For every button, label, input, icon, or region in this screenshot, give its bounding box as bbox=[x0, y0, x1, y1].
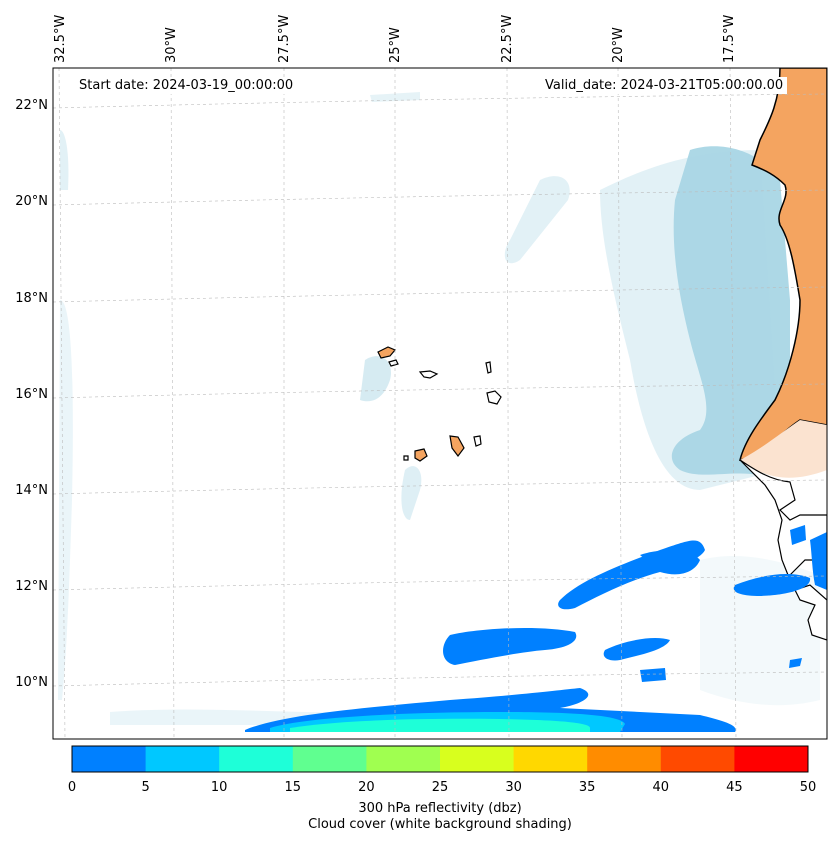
colorbar-segment bbox=[292, 746, 367, 772]
valid-date-label: Valid_date: 2024-03-21T05:00:00.00 bbox=[541, 77, 788, 94]
colorbar-tick-label: 20 bbox=[358, 780, 375, 795]
colorbar-segment bbox=[513, 746, 588, 772]
lat-label: 16°N bbox=[15, 387, 48, 402]
lon-label: 25°W bbox=[388, 27, 403, 63]
colorbar-tick-label: 40 bbox=[652, 780, 670, 795]
lon-label: 17.5°W bbox=[722, 14, 737, 63]
colorbar-label: 300 hPa reflectivity (dbz) bbox=[358, 801, 522, 816]
colorbar-tick-label: 30 bbox=[505, 780, 522, 795]
colorbar-segment bbox=[72, 746, 147, 772]
colorbar-segment bbox=[219, 746, 294, 772]
lat-label: 10°N bbox=[15, 675, 48, 690]
cloud-cover-shading bbox=[58, 92, 820, 725]
colorbar-tick-label: 0 bbox=[67, 780, 77, 795]
lon-label: 22.5°W bbox=[500, 14, 515, 63]
lat-label: 22°N bbox=[15, 98, 48, 113]
lat-label: 20°N bbox=[15, 194, 48, 209]
graticule bbox=[53, 68, 827, 739]
colorbar-segment bbox=[366, 746, 441, 772]
colorbar-segment bbox=[660, 746, 735, 772]
colorbar-segment bbox=[440, 746, 515, 772]
lat-label: 18°N bbox=[15, 291, 48, 306]
cape-verde-islands bbox=[377, 346, 502, 462]
lon-label: 32.5°W bbox=[53, 14, 68, 63]
start-date-label: Start date: 2024-03-19_00:00:00 bbox=[75, 77, 298, 94]
africa-land bbox=[738, 68, 827, 641]
lon-label: 20°W bbox=[611, 27, 626, 63]
colorbar-segment bbox=[587, 746, 662, 772]
colorbar-sublabel: Cloud cover (white background shading) bbox=[308, 817, 572, 832]
lon-label: 27.5°W bbox=[277, 14, 292, 63]
lat-label: 14°N bbox=[15, 483, 48, 498]
map-frame bbox=[52, 67, 828, 740]
colorbar-tick-label: 10 bbox=[210, 780, 228, 795]
colorbar-tick-label: 35 bbox=[578, 780, 596, 795]
lon-label: 30°W bbox=[164, 27, 179, 63]
colorbar-segment bbox=[734, 746, 809, 772]
colorbar bbox=[71, 745, 809, 773]
colorbar-tick-label: 25 bbox=[431, 780, 449, 795]
colorbar-tick-label: 5 bbox=[141, 780, 150, 795]
colorbar-segment bbox=[145, 746, 220, 772]
colorbar-frame bbox=[71, 745, 809, 773]
colorbar-tick-label: 15 bbox=[284, 780, 302, 795]
colorbar-tick-label: 45 bbox=[726, 780, 743, 795]
colorbar-tick-label: 50 bbox=[799, 780, 817, 795]
reflectivity-areas bbox=[245, 525, 827, 732]
lat-label: 12°N bbox=[15, 579, 48, 594]
